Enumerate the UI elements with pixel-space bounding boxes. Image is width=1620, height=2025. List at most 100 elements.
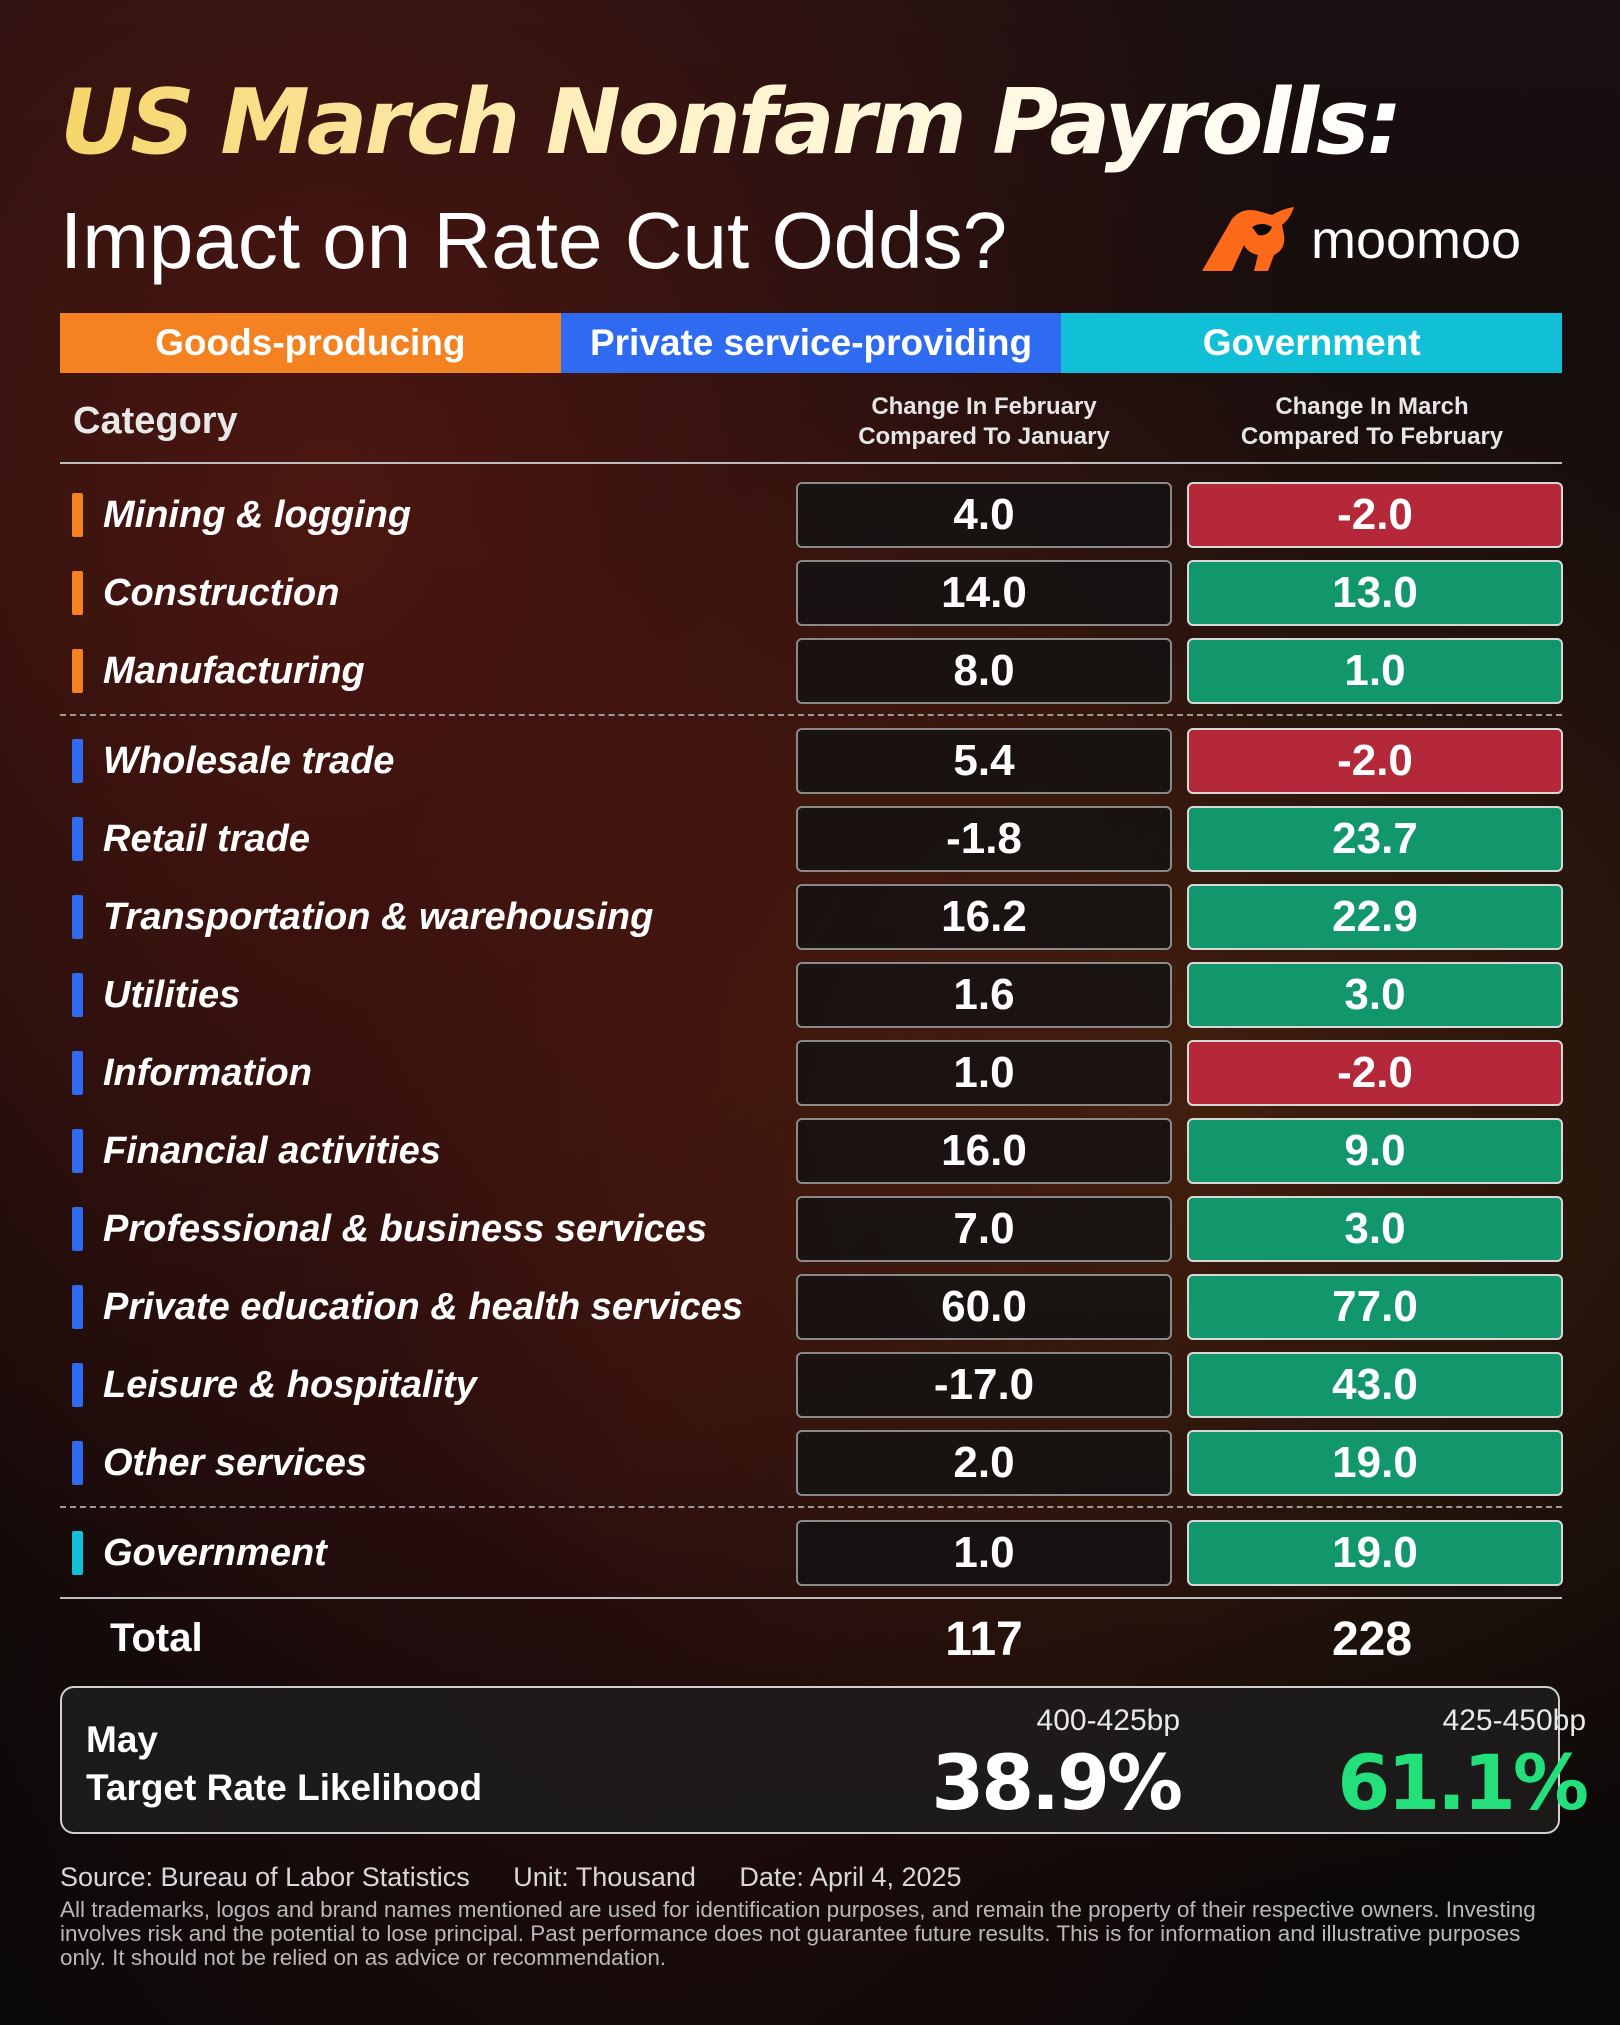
row-label: Transportation & warehousing [103,896,654,938]
row-label: Government [103,1532,327,1574]
row-label: Retail trade [103,818,310,860]
mar-column-header: Change In March Compared To February [1182,392,1562,452]
group-divider [60,714,1562,716]
total-divider [60,1597,1562,1599]
mar-value: 3.0 [1187,962,1563,1028]
feb-value: 8.0 [796,638,1172,704]
group-divider [60,1506,1562,1508]
group-marker [72,1207,83,1251]
feb-value: 4.0 [796,482,1172,548]
row-label: Professional & business services [103,1208,708,1250]
group-marker [72,1051,83,1095]
mar-value: 1.0 [1187,638,1563,704]
feb-value: 16.0 [796,1118,1172,1184]
brand-logo: moomoo [1198,205,1521,275]
table-row: Construction 14.0 13.0 [60,560,1563,626]
legend-government: Government [1061,313,1563,373]
total-mar: 228 [1331,1613,1413,1666]
mar-value: 19.0 [1187,1430,1563,1496]
group-marker [72,739,83,783]
row-label: Mining & logging [103,494,412,536]
table-row: Mining & logging 4.0 -2.0 [60,482,1563,548]
feb-value: 5.4 [796,728,1172,794]
table-row: Utilities 1.6 3.0 [60,962,1563,1028]
title-line-1: US March Nonfarm Payrolls: [60,70,1403,175]
mar-value: 3.0 [1187,1196,1563,1262]
mar-value: 77.0 [1187,1274,1563,1340]
rate-range-1: 400-425bp [1036,1704,1180,1737]
group-marker [72,817,83,861]
table-row: Information 1.0 -2.0 [60,1040,1563,1106]
table-row: Manufacturing 8.0 1.0 [60,638,1563,704]
source-line: Source: Bureau of Labor Statistics Unit:… [60,1862,998,1893]
mar-value: 22.9 [1187,884,1563,950]
source-text: Source: Bureau of Labor Statistics [60,1862,470,1892]
table-row: Retail trade -1.8 23.7 [60,806,1563,872]
mar-value: -2.0 [1187,728,1563,794]
feb-column-header: Change In February Compared To January [794,392,1174,452]
bull-icon [1202,207,1294,271]
rate-range-2: 425-450bp [1442,1704,1586,1737]
mar-header-line-1: Change In March [1275,393,1469,420]
table-row: Financial activities 16.0 9.0 [60,1118,1563,1184]
rate-label: May Target Rate Likelihood [86,1716,482,1812]
disclaimer: All trademarks, logos and brand names me… [60,1897,1536,1970]
total-label: Total [110,1616,203,1660]
feb-value: -17.0 [796,1352,1172,1418]
feb-value: 1.6 [796,962,1172,1028]
group-marker [72,1363,83,1407]
total-feb: 117 [945,1613,1023,1666]
table-row: Government 1.0 19.0 [60,1520,1563,1586]
feb-value: 16.2 [796,884,1172,950]
mar-value: -2.0 [1187,482,1563,548]
feb-value: 7.0 [796,1196,1172,1262]
rate-pct-1: 38.9% [931,1738,1183,1827]
group-marker [72,1441,83,1485]
table-row: Leisure & hospitality -17.0 43.0 [60,1352,1563,1418]
row-label: Wholesale trade [103,740,395,782]
group-marker [72,895,83,939]
group-marker [72,493,83,537]
row-label: Leisure & hospitality [103,1364,477,1406]
category-legend: Goods-producing Private service-providin… [60,313,1563,373]
rate-month: May [86,1719,158,1760]
legend-private-service: Private service-providing [560,313,1062,373]
row-label: Other services [103,1442,368,1484]
row-label: Construction [103,572,340,614]
mar-value: 13.0 [1187,560,1563,626]
date-text: Date: April 4, 2025 [739,1862,962,1892]
mar-value: 23.7 [1187,806,1563,872]
unit-text: Unit: Thousand [513,1862,696,1892]
mar-value: 43.0 [1187,1352,1563,1418]
group-marker [72,973,83,1017]
mar-value: -2.0 [1187,1040,1563,1106]
feb-value: 14.0 [796,560,1172,626]
mar-value: 19.0 [1187,1520,1563,1586]
row-label: Utilities [103,974,241,1016]
mar-value: 9.0 [1187,1118,1563,1184]
table-row: Other services 2.0 19.0 [60,1430,1563,1496]
row-label: Information [103,1052,312,1094]
feb-value: 1.0 [796,1040,1172,1106]
group-marker [72,571,83,615]
feb-value: 1.0 [796,1520,1172,1586]
rate-label-text: Target Rate Likelihood [86,1767,483,1808]
category-header: Category [73,400,238,442]
feb-header-line-1: Change In February [871,393,1097,420]
rate-likelihood-box: May Target Rate Likelihood 400-425bp 38.… [60,1686,1589,1834]
title-line-2: Impact on Rate Cut Odds? [60,196,1008,285]
feb-value: 60.0 [796,1274,1172,1340]
group-marker [72,1285,83,1329]
group-marker [72,1531,83,1575]
brand-name: moomoo [1311,210,1522,270]
table-row: Private education & health services 60.0… [60,1274,1563,1340]
table-row: Wholesale trade 5.4 -2.0 [60,728,1563,794]
row-label: Financial activities [103,1130,441,1172]
row-label: Private education & health services [103,1286,743,1328]
mar-header-line-2: Compared To February [1240,423,1504,450]
table-row: Transportation & warehousing 16.2 22.9 [60,884,1563,950]
group-marker [72,649,83,693]
table-row: Professional & business services 7.0 3.0 [60,1196,1563,1262]
feb-header-line-2: Compared To January [858,423,1110,450]
